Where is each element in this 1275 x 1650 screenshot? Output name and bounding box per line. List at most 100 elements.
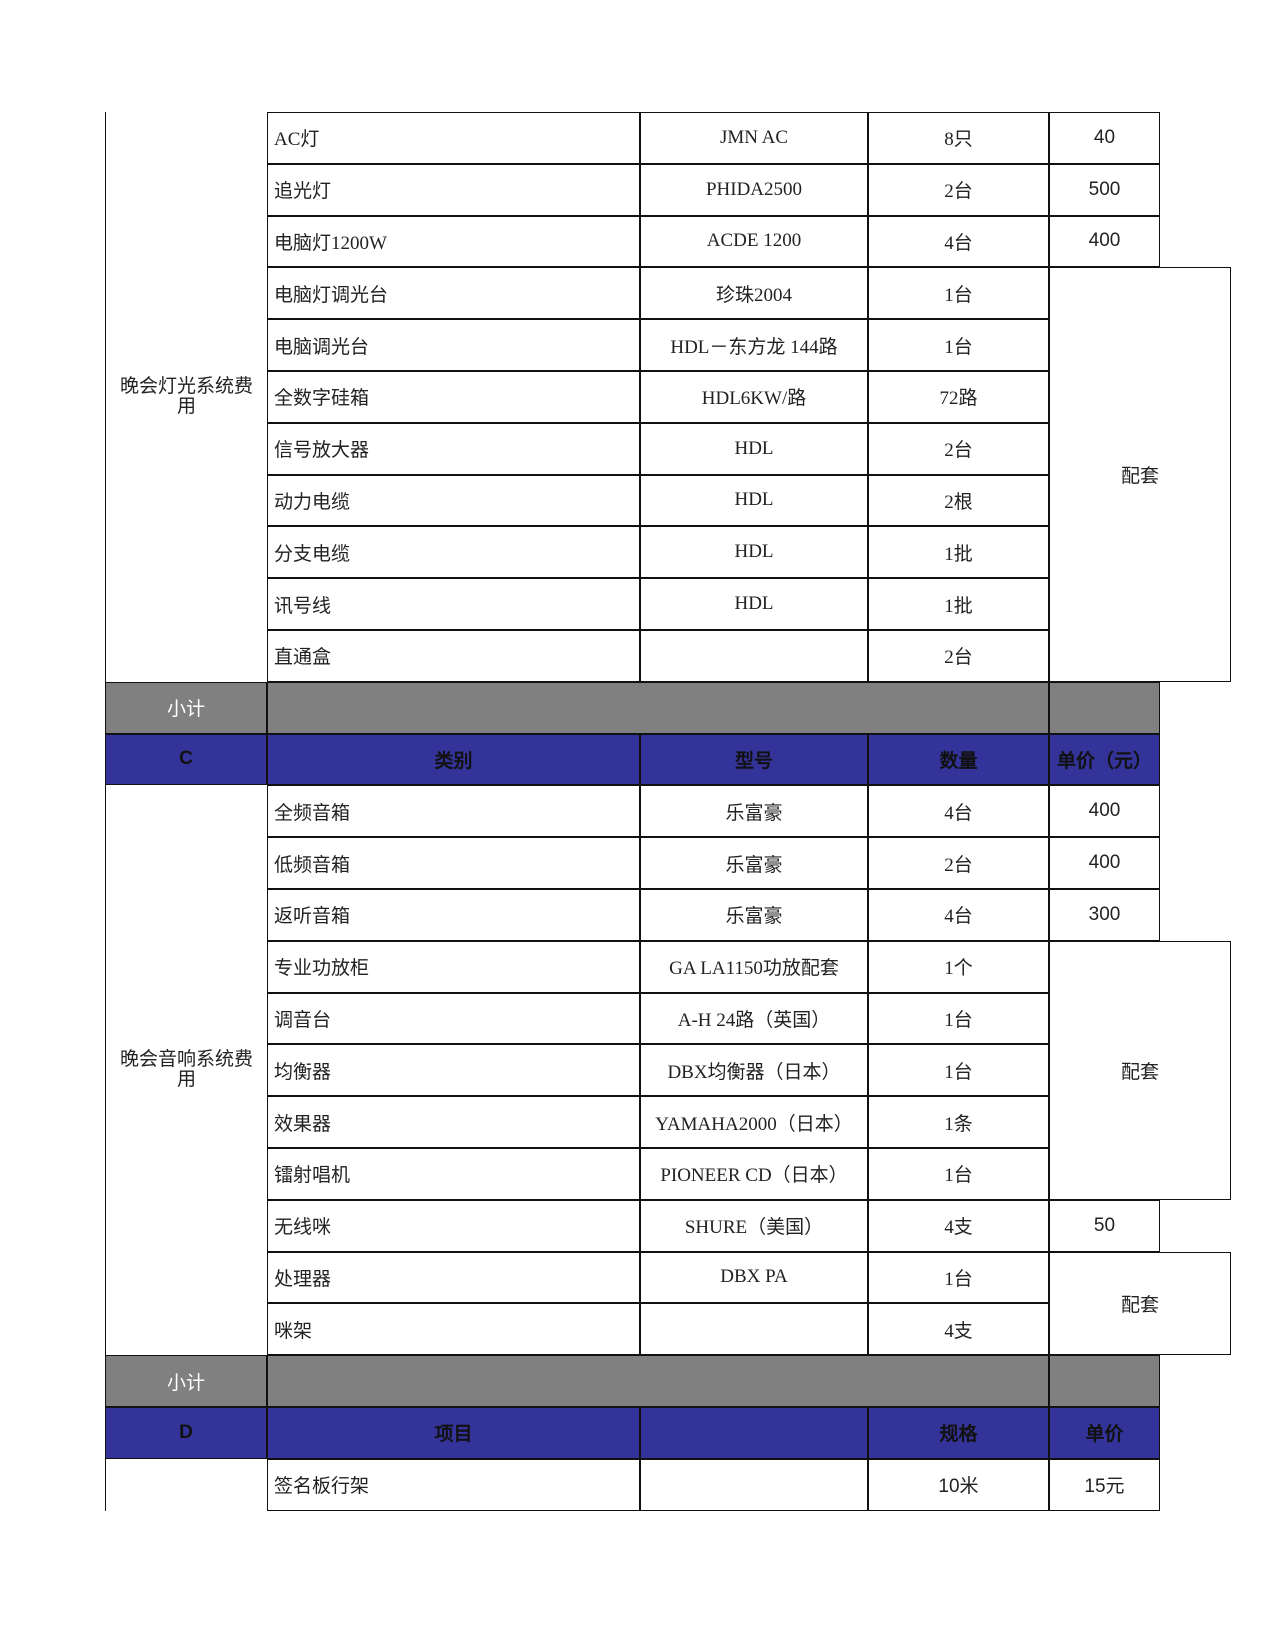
item-name: 全频音箱 xyxy=(267,785,640,838)
header-cell: 项目 xyxy=(267,1407,640,1459)
price: 15元 xyxy=(1049,1458,1160,1511)
quantity: 1台 xyxy=(868,267,1049,320)
quantity: 2台 xyxy=(868,630,1049,682)
price: 500 xyxy=(1049,163,1160,216)
model: JMN AC xyxy=(640,112,868,164)
price: 400 xyxy=(1049,837,1160,889)
item-name: 返听音箱 xyxy=(267,889,640,941)
quantity: 1台 xyxy=(868,319,1049,371)
subtotal-label: 小计 xyxy=(105,1355,267,1407)
quantity: 4支 xyxy=(868,1199,1049,1252)
model: 乐富豪 xyxy=(640,889,868,941)
item-name: 直通盒 xyxy=(267,630,640,682)
item-name: 无线咪 xyxy=(267,1199,640,1252)
quantity: 2台 xyxy=(868,837,1049,889)
quantity: 4台 xyxy=(868,889,1049,941)
item-name: 调音台 xyxy=(267,992,640,1045)
item-name: 镭射唱机 xyxy=(267,1148,640,1200)
model: DBX均衡器（日本） xyxy=(640,1044,868,1097)
item-name: 电脑灯1200W xyxy=(267,215,640,268)
price: 300 xyxy=(1049,889,1160,941)
item-name: 追光灯 xyxy=(267,163,640,216)
model: DBX PA xyxy=(640,1251,868,1304)
model: GA LA1150功放配套 xyxy=(640,940,868,993)
price: 40 xyxy=(1049,112,1160,164)
subtotal-blank xyxy=(267,681,1049,734)
quantity: 1条 xyxy=(868,1096,1049,1148)
quantity: 1台 xyxy=(868,1251,1049,1304)
group-label: 晚会灯光系统费用 xyxy=(105,112,267,682)
model: A-H 24路（英国） xyxy=(640,992,868,1045)
spec: 10米 xyxy=(868,1458,1049,1511)
price-merged: 配套 xyxy=(1049,940,1231,1200)
header-cell: 类别 xyxy=(267,733,640,786)
item-name: 咪架 xyxy=(267,1303,640,1356)
item-name: 签名板行架 xyxy=(267,1458,640,1511)
model: SHURE（美国） xyxy=(640,1199,868,1252)
item-name: 处理器 xyxy=(267,1251,640,1304)
item-name: AC灯 xyxy=(267,112,640,164)
item-name: 分支电缆 xyxy=(267,526,640,579)
model: HDL xyxy=(640,578,868,630)
price: 50 xyxy=(1049,1199,1160,1252)
item-name: 电脑调光台 xyxy=(267,319,640,371)
quantity: 4支 xyxy=(868,1303,1049,1356)
item-name: 讯号线 xyxy=(267,578,640,630)
model: PIONEER CD（日本） xyxy=(640,1148,868,1200)
quantity: 2根 xyxy=(868,474,1049,527)
subtotal-price xyxy=(1049,1355,1160,1407)
price: 400 xyxy=(1049,215,1160,268)
quantity: 2台 xyxy=(868,422,1049,475)
header-cell: 单价 xyxy=(1049,1407,1160,1459)
group-label xyxy=(105,1458,267,1511)
item-name: 信号放大器 xyxy=(267,422,640,475)
subtotal-label: 小计 xyxy=(105,681,267,734)
item-name: 效果器 xyxy=(267,1096,640,1148)
quantity: 1个 xyxy=(868,940,1049,993)
header-cell: 规格 xyxy=(868,1407,1049,1459)
header-cell: D xyxy=(105,1407,267,1459)
model xyxy=(640,1303,868,1356)
quantity: 1批 xyxy=(868,526,1049,579)
subtotal-blank xyxy=(267,1355,1049,1407)
price-merged: 配套 xyxy=(1049,1251,1231,1356)
price-merged: 配套 xyxy=(1049,267,1231,682)
model: HDL xyxy=(640,422,868,475)
model: 乐富豪 xyxy=(640,837,868,889)
item-name: 专业功放柜 xyxy=(267,940,640,993)
header-cell: C xyxy=(105,733,267,786)
quantity: 1台 xyxy=(868,992,1049,1045)
quantity: 4台 xyxy=(868,215,1049,268)
header-cell: 数量 xyxy=(868,733,1049,786)
model: HDL xyxy=(640,526,868,579)
quantity: 72路 xyxy=(868,371,1049,423)
model xyxy=(640,1458,868,1511)
model: HDL xyxy=(640,474,868,527)
header-cell: 单价（元） xyxy=(1049,733,1160,786)
group-label: 晚会音响系统费用 xyxy=(105,785,267,1356)
model: ACDE 1200 xyxy=(640,215,868,268)
item-name: 全数字硅箱 xyxy=(267,371,640,423)
quantity: 1台 xyxy=(868,1148,1049,1200)
model: 乐富豪 xyxy=(640,785,868,838)
quantity: 8只 xyxy=(868,112,1049,164)
quantity: 1台 xyxy=(868,1044,1049,1097)
model: YAMAHA2000（日本） xyxy=(640,1096,868,1148)
model: 珍珠2004 xyxy=(640,267,868,320)
price: 400 xyxy=(1049,785,1160,838)
model: HDL－东方龙 144路 xyxy=(640,319,868,371)
subtotal-price xyxy=(1049,681,1160,734)
model: PHIDA2500 xyxy=(640,163,868,216)
item-name: 低频音箱 xyxy=(267,837,640,889)
item-name: 动力电缆 xyxy=(267,474,640,527)
header-cell xyxy=(640,1407,868,1459)
quantity: 4台 xyxy=(868,785,1049,838)
quantity: 1批 xyxy=(868,578,1049,630)
quantity: 2台 xyxy=(868,163,1049,216)
header-cell: 型号 xyxy=(640,733,868,786)
item-name: 电脑灯调光台 xyxy=(267,267,640,320)
model xyxy=(640,630,868,682)
model: HDL6KW/路 xyxy=(640,371,868,423)
item-name: 均衡器 xyxy=(267,1044,640,1097)
